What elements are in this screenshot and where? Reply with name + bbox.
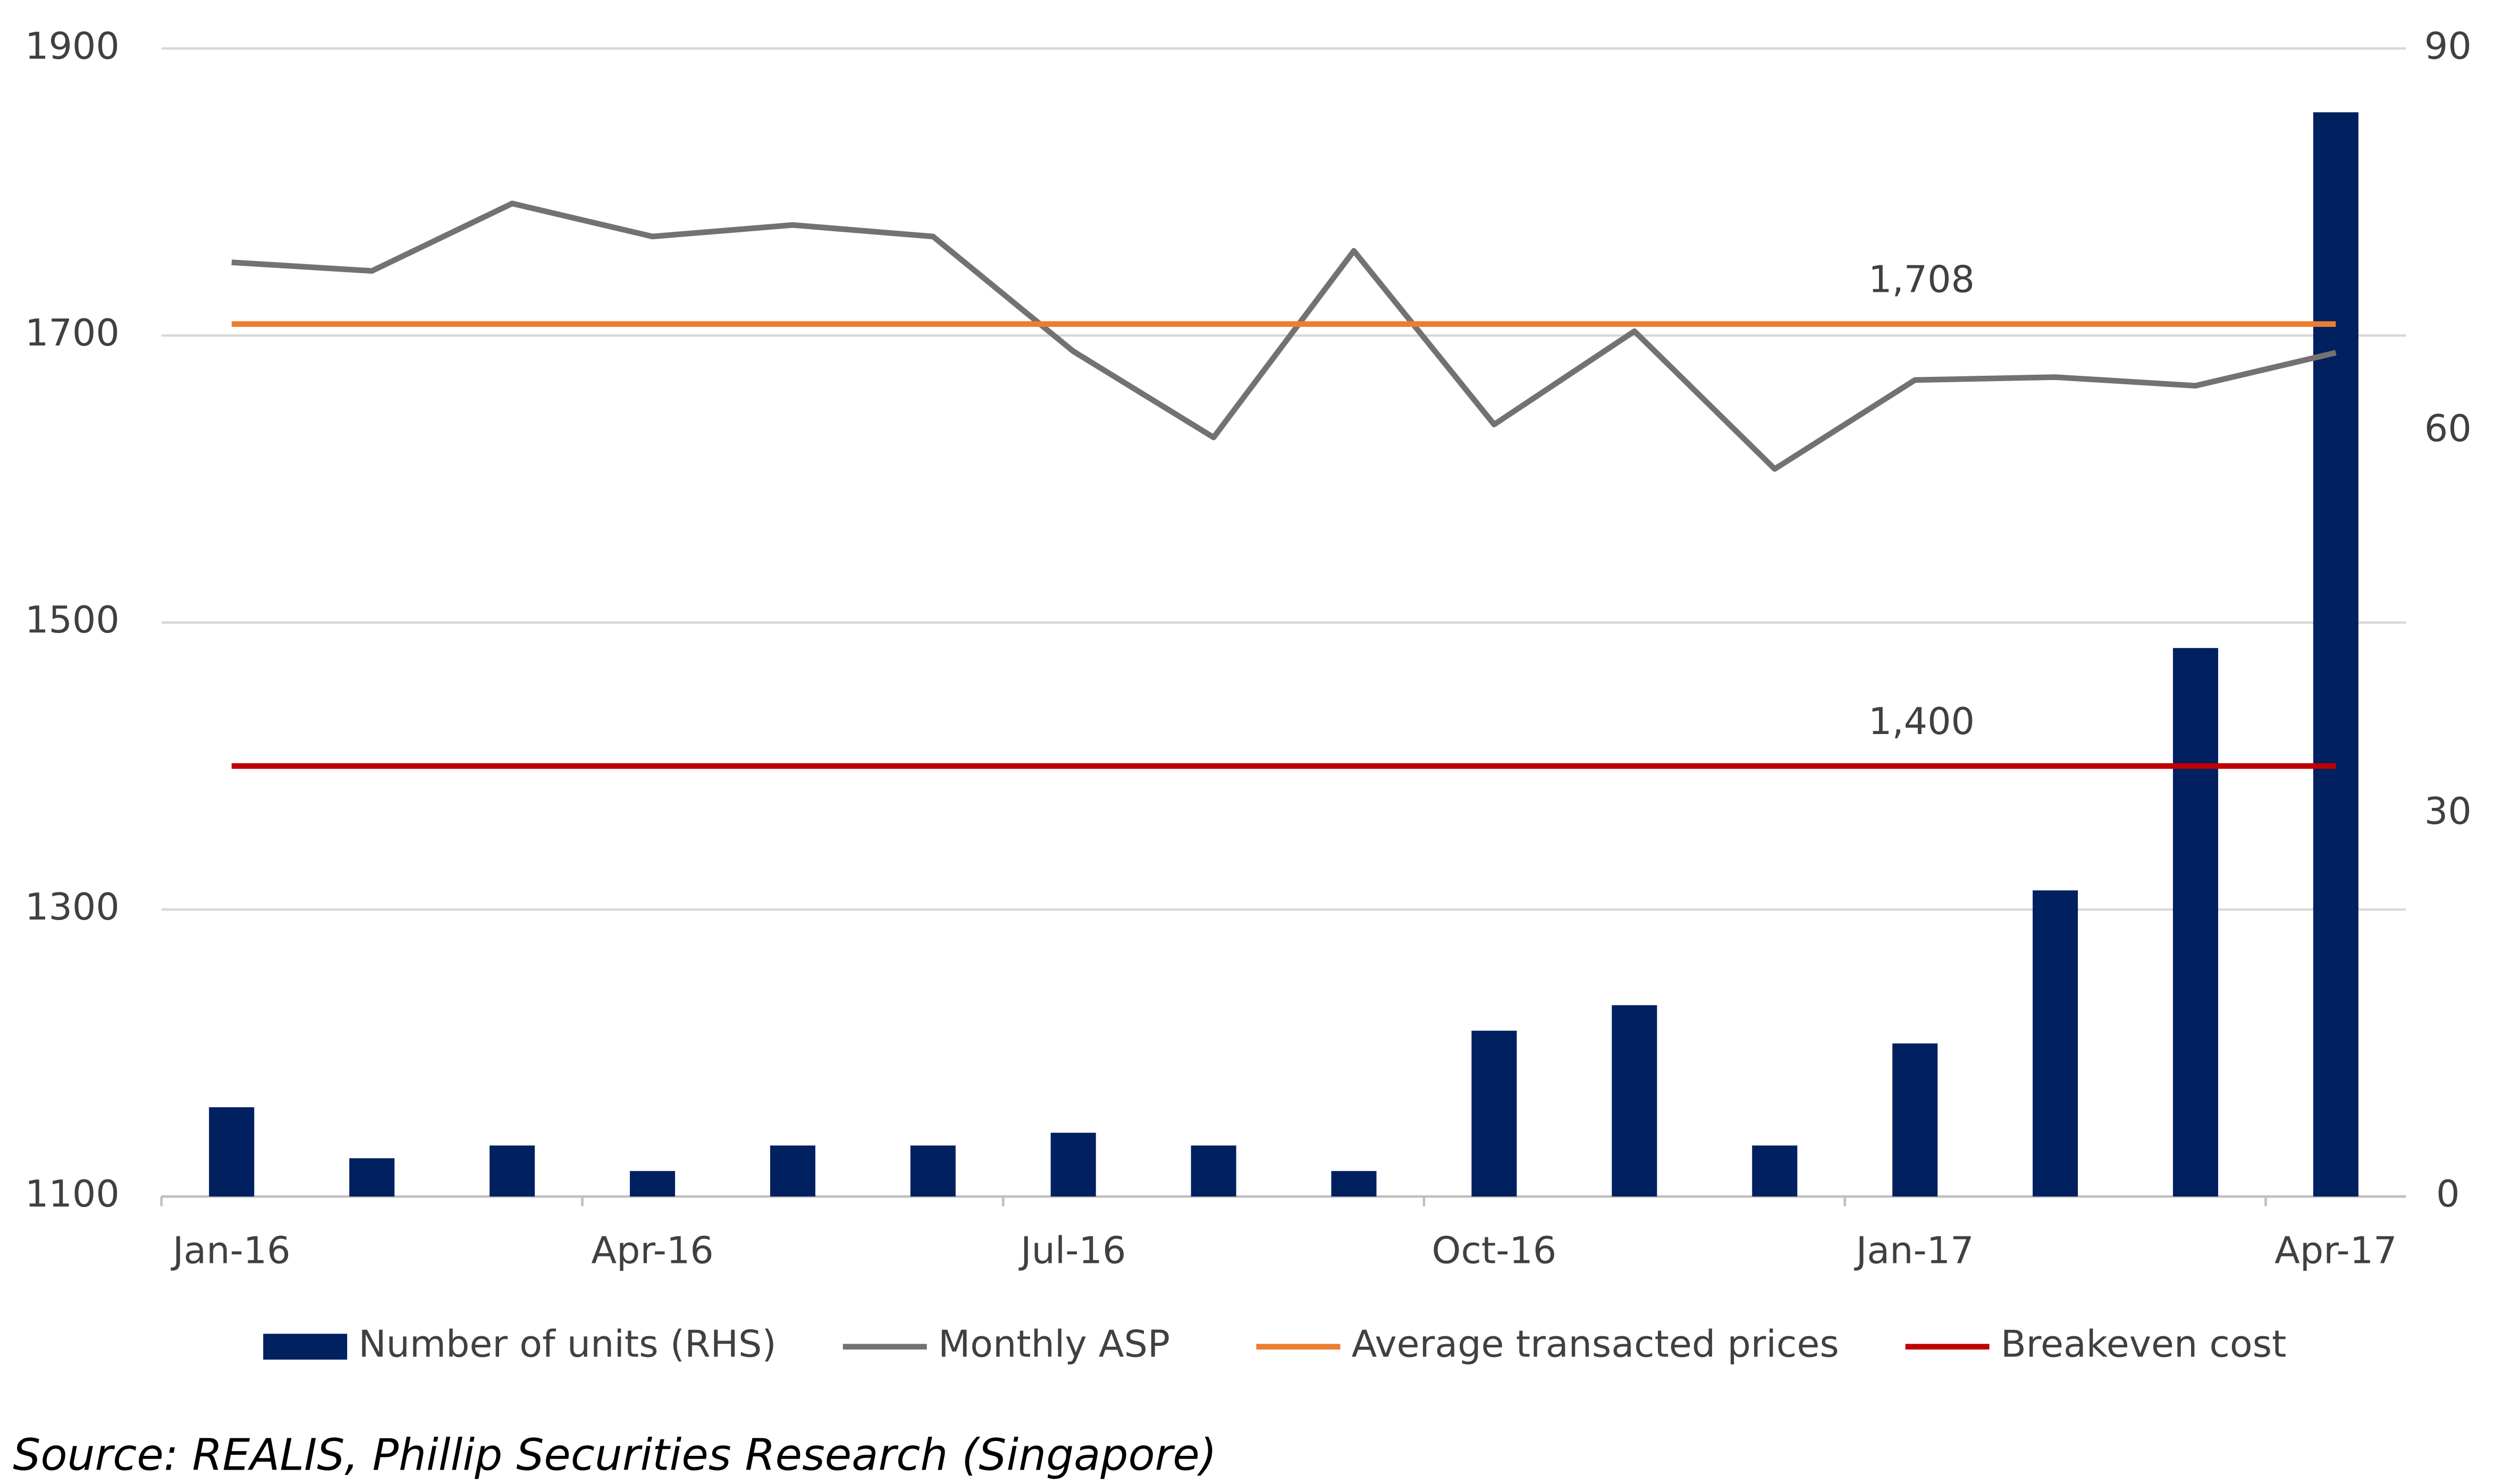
legend-label: Breakeven cost xyxy=(2001,1323,2287,1366)
bar xyxy=(1612,1005,1657,1197)
x-tick-label: Apr-16 xyxy=(591,1229,714,1272)
bar xyxy=(2313,112,2358,1197)
bar xyxy=(490,1145,535,1197)
bar xyxy=(2172,648,2219,1197)
legend-label: Average transacted prices xyxy=(1352,1323,1839,1366)
line xyxy=(231,200,2337,472)
bar xyxy=(2033,890,2078,1197)
bar xyxy=(910,1145,956,1197)
bar xyxy=(770,1145,815,1197)
y2-tick-label: 90 xyxy=(2424,24,2472,68)
source: Source: REALIS, Phillip Securities Resea… xyxy=(13,1430,1217,1481)
bar xyxy=(1050,1133,1096,1197)
x-tick-label: Apr-17 xyxy=(2274,1229,2397,1272)
y-tick-label: 1900 xyxy=(25,24,120,68)
bar xyxy=(1331,1171,1377,1197)
bar xyxy=(1191,1145,1236,1197)
y-tick-label: 1300 xyxy=(25,886,120,929)
bar xyxy=(1892,1043,1938,1197)
x-tick-label: Oct-16 xyxy=(1431,1229,1556,1272)
legend-label: Number of units (RHS) xyxy=(358,1323,776,1366)
x-tick-label: Jan-16 xyxy=(171,1229,291,1272)
annotation: 1,708 xyxy=(1868,258,1975,301)
bar xyxy=(209,1107,255,1197)
bar xyxy=(349,1158,395,1197)
y2-tick-label: 0 xyxy=(2436,1173,2459,1216)
bar xyxy=(1471,1031,1517,1197)
bar xyxy=(629,1171,675,1197)
y2-tick-label: 30 xyxy=(2424,790,2472,833)
x-tick-label: Jan-17 xyxy=(1854,1229,1974,1272)
legend-label: Monthly ASP xyxy=(938,1323,1170,1366)
y-tick-label: 1700 xyxy=(25,311,120,355)
y-tick-label: 1100 xyxy=(25,1173,120,1216)
y2-tick-label: 60 xyxy=(2424,407,2472,450)
bar xyxy=(1752,1145,1798,1197)
x-tick-label: Jul-16 xyxy=(1018,1229,1126,1272)
legend-swatch xyxy=(263,1334,348,1360)
annotation: 1,400 xyxy=(1868,700,1975,743)
y-tick-label: 1500 xyxy=(25,598,120,642)
